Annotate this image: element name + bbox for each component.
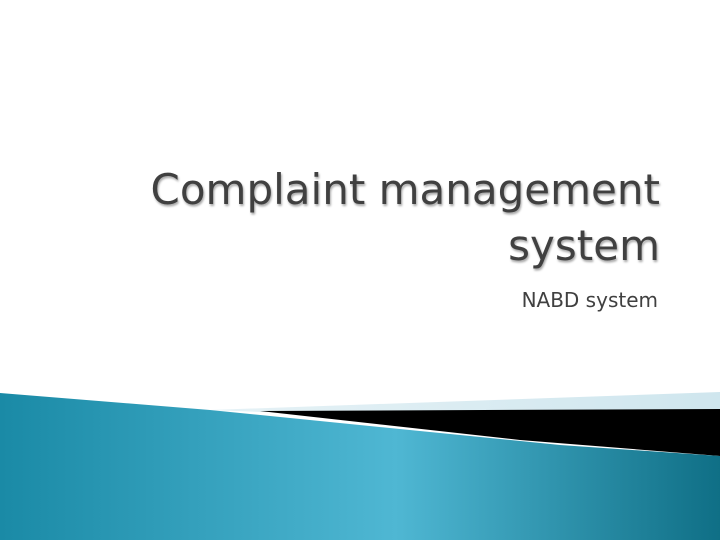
slide-title: Complaint management system (150, 165, 660, 270)
black-band (260, 409, 720, 456)
slide-subtitle: NABD system (521, 288, 658, 312)
teal-wave (0, 393, 720, 540)
pale-band (210, 392, 720, 412)
